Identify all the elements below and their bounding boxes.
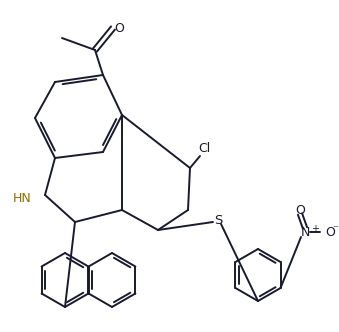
Text: HN: HN bbox=[12, 192, 31, 205]
Text: O: O bbox=[295, 204, 305, 216]
Text: N: N bbox=[300, 225, 310, 238]
Text: S: S bbox=[214, 213, 222, 226]
Text: O: O bbox=[114, 22, 124, 35]
Text: O: O bbox=[325, 225, 335, 238]
Text: Cl: Cl bbox=[198, 141, 210, 154]
Text: ⁻: ⁻ bbox=[332, 224, 338, 234]
Text: +: + bbox=[311, 224, 319, 234]
